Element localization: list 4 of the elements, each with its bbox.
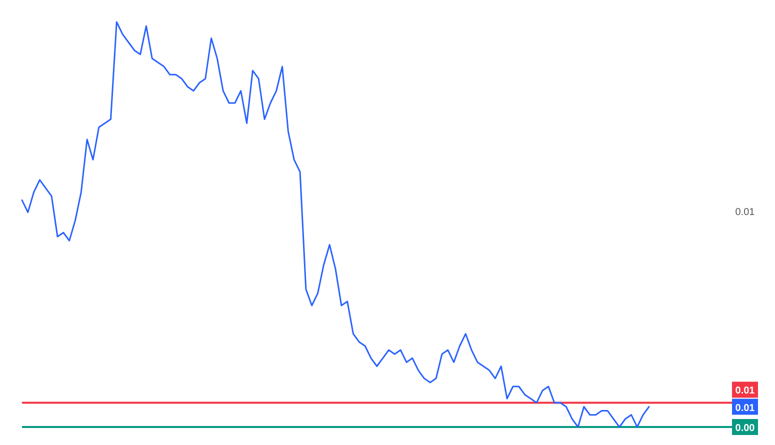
text: 0.01 [735, 207, 756, 218]
text: 0.01 [735, 386, 756, 397]
text: 0.00 [735, 423, 756, 434]
text: 0.01 [735, 402, 756, 414]
